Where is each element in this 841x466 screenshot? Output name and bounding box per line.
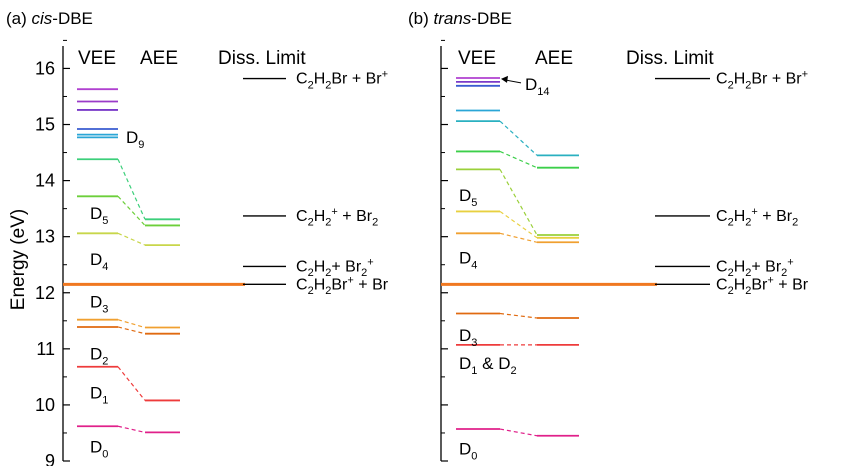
vee-aee-connector xyxy=(117,366,146,401)
vee-aee-connector xyxy=(499,428,538,437)
column-header-vee: VEE xyxy=(458,48,496,69)
vee-aee-connector xyxy=(117,159,146,220)
panel-cis-dbe: (a) cis-DBE 9 10 11 12 13 14 15 16 Energy (eV) VEE… xyxy=(6,9,389,466)
vee-aee-connector xyxy=(117,326,146,335)
y-tick-label: 13 xyxy=(35,227,55,247)
panel-title: (b) trans-DBE xyxy=(408,9,512,28)
state-label: D14 xyxy=(525,75,550,98)
vee-aee-connector xyxy=(117,425,146,433)
vee-aee-connector xyxy=(499,210,538,239)
vee-aee-connector xyxy=(499,120,538,156)
state-label: D5 xyxy=(90,204,108,227)
state-label: D0 xyxy=(459,440,477,463)
column-header-aee: AEE xyxy=(140,48,178,69)
column-header-diss-limit: Diss. Limit xyxy=(218,48,306,69)
state-label: D3 xyxy=(459,326,477,349)
vee-aee-connector xyxy=(117,319,146,329)
y-tick-label: 15 xyxy=(35,115,55,135)
column-header-aee: AEE xyxy=(535,48,573,69)
diss-limit-label: C2H2+ Br2+ xyxy=(296,256,374,279)
state-label: D5 xyxy=(459,186,477,209)
vee-aee-connector xyxy=(499,232,538,243)
state-label: D4 xyxy=(90,250,108,273)
state-label: D9 xyxy=(126,128,144,151)
state-label: D3 xyxy=(90,293,108,316)
column-header-diss-limit: Diss. Limit xyxy=(626,48,714,69)
y-tick-label: 16 xyxy=(35,58,55,78)
vee-aee-connector xyxy=(117,232,146,246)
y-tick-label: 11 xyxy=(36,339,55,359)
vee-aee-connector xyxy=(499,150,538,169)
panel-title: (a) cis-DBE xyxy=(6,9,93,28)
diss-limit-label: C2H2Br+ + Br xyxy=(716,274,809,297)
state-label: D1 & D2 xyxy=(459,354,517,377)
diss-limit-label: C2H2Br + Br+ xyxy=(716,68,808,91)
y-tick-label: 9 xyxy=(45,451,55,466)
vee-aee-connector xyxy=(499,312,538,319)
state-label: D2 xyxy=(90,344,108,367)
arrow-line xyxy=(504,79,522,84)
diss-limit-label: C2H2+ + Br2 xyxy=(716,206,798,229)
diss-limit-label: C2H2+ + Br2 xyxy=(296,206,378,229)
diss-limit-label: C2H2Br + Br+ xyxy=(296,68,388,91)
y-axis-label: Energy (eV) xyxy=(8,209,29,310)
y-tick-label: 10 xyxy=(35,395,55,415)
diss-limit-label: C2H2+ Br2+ xyxy=(716,256,794,279)
y-tick-label: 14 xyxy=(35,171,55,191)
state-label: D0 xyxy=(90,437,108,460)
state-label: D1 xyxy=(90,384,108,407)
diss-limit-label: C2H2Br+ + Br xyxy=(296,274,389,297)
column-header-vee: VEE xyxy=(78,48,116,69)
arrow-head xyxy=(501,75,508,83)
state-label: D4 xyxy=(459,248,477,271)
vee-aee-connector xyxy=(499,169,538,236)
y-tick-label: 12 xyxy=(35,283,55,303)
